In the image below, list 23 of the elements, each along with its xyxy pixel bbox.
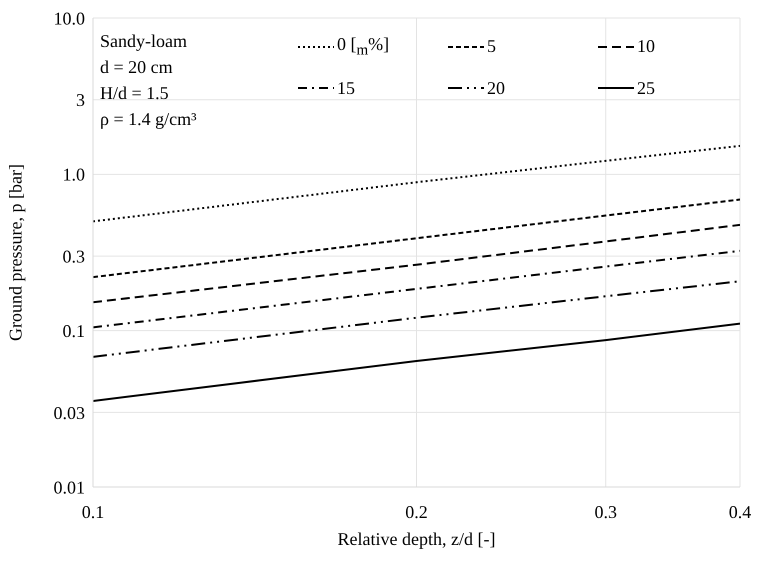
legend-label: 20 [487,78,505,99]
y-tick-label: 10.0 [54,8,85,28]
y-tick-label: 0.1 [62,321,85,342]
legend-label: 0 [$_{m}$%] [337,34,390,60]
legend-label: 25 [637,78,655,99]
y-tick-label: 0.3 [62,246,85,266]
y-tick-label: 1.0 [62,164,85,185]
x-tick-label: 0.4 [728,502,752,522]
annotation: H/d = 1.5 [100,82,170,105]
y-tick-label: 3 [76,90,85,110]
annotation: Sandy-loam [100,30,188,53]
x-tick-label: 0.1 [82,502,104,522]
x-axis-title: Relative depth, z/d [-] [338,529,496,549]
annotation: d = 20 cm [100,56,174,79]
y-axis-title: Ground pressure, p [bar] [5,164,26,341]
x-tick-label: 0.2 [405,502,428,522]
legend-label: 10 [637,36,655,58]
y-tick-label: 0.01 [54,477,85,498]
annotation: ρ = 1.4 g/cm³ [100,108,197,131]
legend-label: 5 [487,36,496,58]
x-tick-label: 0.3 [594,502,617,522]
y-tick-label: 0.03 [54,402,85,423]
legend-label: 15 [337,78,355,99]
